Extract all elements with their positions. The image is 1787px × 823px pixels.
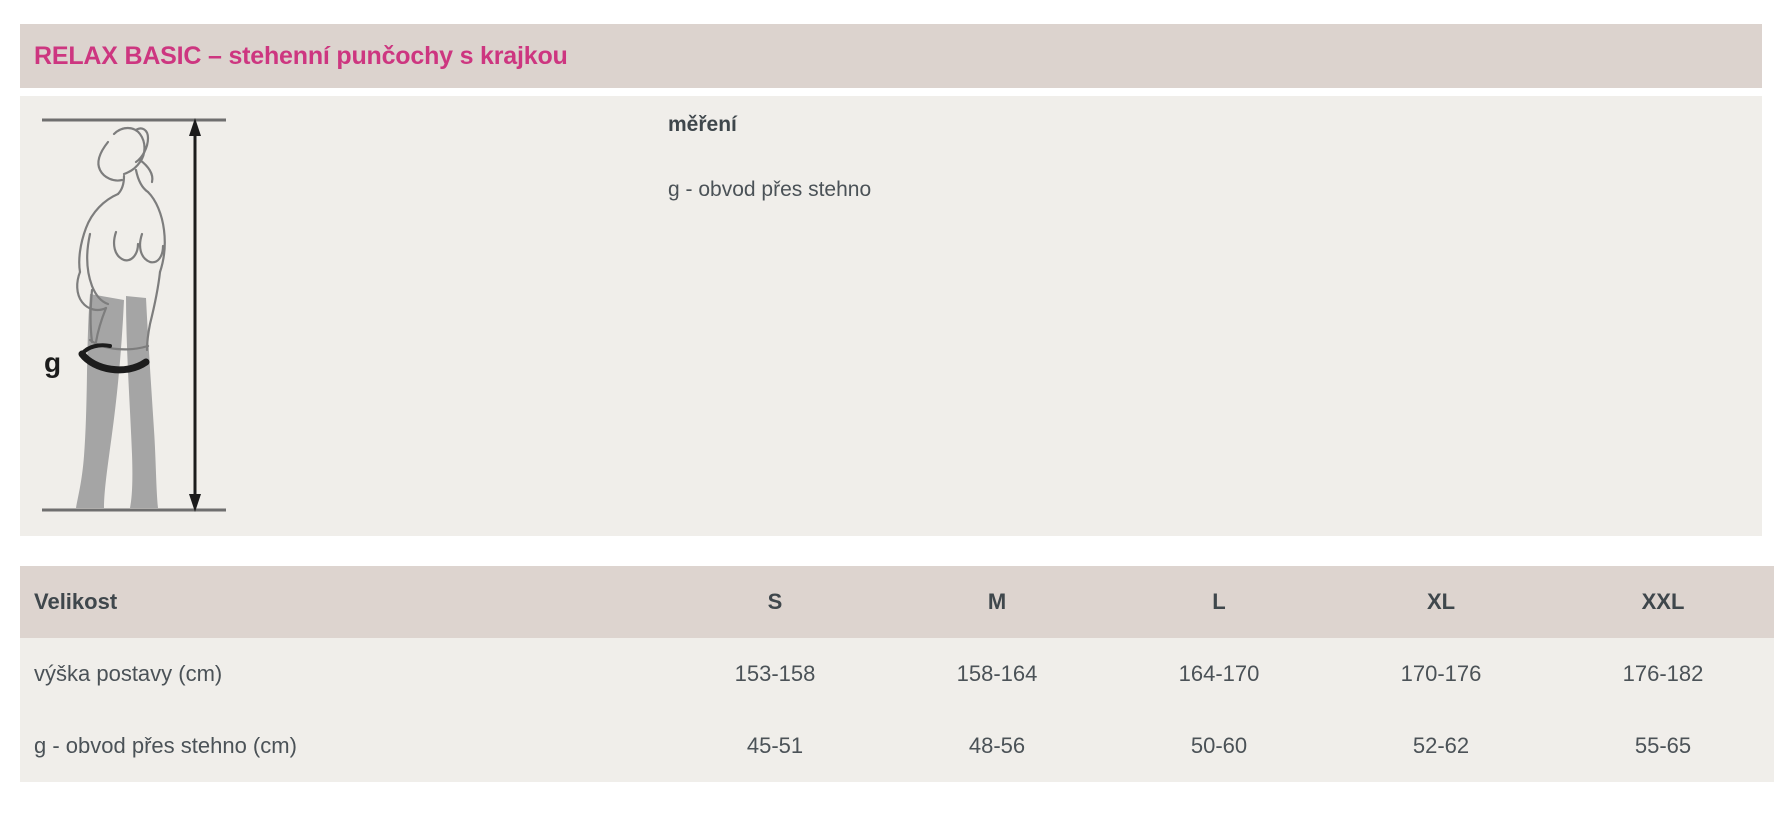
- column-header-xl: XL: [1330, 566, 1552, 638]
- cell-height-xl: 170-176: [1330, 638, 1552, 710]
- table-row: výška postavy (cm) 153-158 158-164 164-1…: [20, 638, 1774, 710]
- cell-height-xxl: 176-182: [1552, 638, 1774, 710]
- column-header-s: S: [664, 566, 886, 638]
- size-table-header-row: Velikost S M L XL XXL: [20, 566, 1774, 638]
- measure-label-g: g: [44, 347, 61, 378]
- page-title: RELAX BASIC – stehenní punčochy s krajko…: [34, 41, 568, 70]
- figure-diagram-svg: g: [42, 118, 226, 512]
- cell-thigh-xxl: 55-65: [1552, 710, 1774, 782]
- cell-height-m: 158-164: [886, 638, 1108, 710]
- row-label-height: výška postavy (cm): [20, 638, 664, 710]
- stocking-legs: [76, 294, 158, 508]
- column-header-xxl: XXL: [1552, 566, 1774, 638]
- column-header-m: M: [886, 566, 1108, 638]
- height-arrow-head-bottom: [189, 494, 201, 512]
- measurement-item-g: g - obvod přes stehno: [668, 178, 872, 202]
- cell-thigh-s: 45-51: [664, 710, 886, 782]
- cell-thigh-m: 48-56: [886, 710, 1108, 782]
- size-table-body: výška postavy (cm) 153-158 158-164 164-1…: [20, 638, 1774, 782]
- column-header-l: L: [1108, 566, 1330, 638]
- body-measurement-illustration: g: [30, 104, 270, 528]
- body-outline: [76, 126, 166, 352]
- height-arrow-head-top: [189, 118, 201, 136]
- thigh-measure-band-back: [80, 343, 112, 356]
- cell-thigh-l: 50-60: [1108, 710, 1330, 782]
- product-title-band: RELAX BASIC – stehenní punčochy s krajko…: [20, 24, 1762, 88]
- measurement-legend: měření g - obvod přes stehno: [668, 112, 1568, 202]
- table-row: g - obvod přes stehno (cm) 45-51 48-56 5…: [20, 710, 1774, 782]
- cell-height-s: 153-158: [664, 638, 886, 710]
- column-header-velikost: Velikost: [20, 566, 664, 638]
- size-table: Velikost S M L XL XXL výška postavy (cm)…: [20, 566, 1774, 782]
- row-label-thigh: g - obvod přes stehno (cm): [20, 710, 664, 782]
- measurement-info-panel: g měření g - obvod přes stehno: [20, 96, 1762, 536]
- measurement-heading: měření: [668, 113, 737, 136]
- size-table-head: Velikost S M L XL XXL: [20, 566, 1774, 638]
- thigh-measure-band: [78, 350, 150, 374]
- cell-thigh-xl: 52-62: [1330, 710, 1552, 782]
- cell-height-l: 164-170: [1108, 638, 1330, 710]
